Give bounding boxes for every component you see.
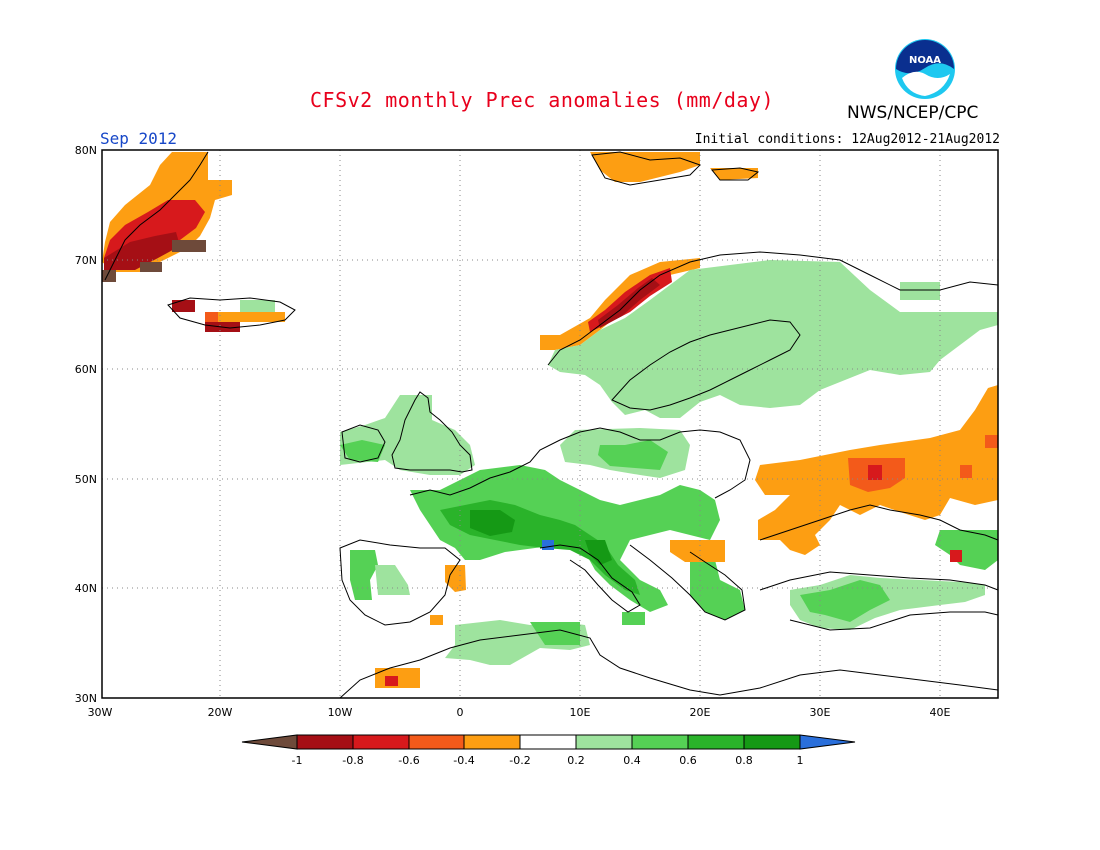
- legend-swatch: [687, 734, 745, 750]
- legend-tick-label: 0.4: [623, 754, 641, 767]
- color-legend: [241, 734, 856, 750]
- lat-label: 60N: [75, 363, 97, 376]
- map-title: CFSv2 monthly Prec anomalies (mm/day): [310, 88, 775, 112]
- lon-label: 20E: [690, 706, 711, 719]
- lat-label: 40N: [75, 582, 97, 595]
- organization-label: NWS/NCEP/CPC: [847, 103, 979, 123]
- legend-swatch: [631, 734, 689, 750]
- legend-tick-label: 1: [797, 754, 804, 767]
- anomaly-patch-russia-darkred: [868, 465, 882, 480]
- lat-label: 30N: [75, 692, 97, 705]
- anomaly-patch-iberia-dry-2: [430, 615, 443, 625]
- anomaly-patch-iceland-darkred: [172, 300, 195, 312]
- anomaly-patches: [102, 152, 998, 688]
- anomaly-patch-iberia-wet: [350, 550, 378, 600]
- legend-tick-label: -0.2: [509, 754, 530, 767]
- anomaly-patch-svalbard: [590, 152, 700, 182]
- legend-tick-label: -0.4: [453, 754, 474, 767]
- anomaly-patch-iceland-red: [205, 312, 218, 322]
- legend-ticks: -1 -0.8 -0.6 -0.4 -0.2 0.2 0.4 0.6 0.8 1: [292, 754, 804, 767]
- anomaly-patch-scandinavia-wet: [548, 260, 998, 418]
- lat-label: 70N: [75, 254, 97, 267]
- anomaly-patch-caucasus-wet: [935, 530, 998, 570]
- anomaly-patch-iberia-light: [375, 565, 410, 595]
- anomaly-patch-italy-south: [622, 612, 645, 625]
- lon-label: 20W: [208, 706, 233, 719]
- anomaly-patch-italy-strongest: [585, 540, 612, 565]
- longitude-labels: 30W 20W 10W 0 10E 20E 30E 40E: [88, 706, 951, 719]
- anomaly-patch-alps-blue: [542, 540, 554, 550]
- anomaly-patch-turkey-green: [800, 580, 890, 622]
- anomaly-patch-iceland-orange: [205, 312, 285, 322]
- anomaly-patch-svalbard-east: [710, 168, 758, 180]
- legend-tick-label: -0.6: [398, 754, 419, 767]
- anomaly-patch-tunisia-wet: [530, 622, 580, 645]
- forecast-month-label: Sep 2012: [100, 129, 178, 148]
- legend-swatch: [352, 734, 410, 750]
- legend-swatch: [575, 734, 633, 750]
- anomaly-patch-greenland-brown: [172, 240, 206, 252]
- legend-tick-label: -0.8: [342, 754, 363, 767]
- initial-conditions-label: Initial conditions: 12Aug2012-21Aug2012: [694, 132, 1000, 147]
- anomaly-patch-east-red: [985, 435, 998, 448]
- lon-label: 10W: [328, 706, 353, 719]
- legend-swatch: [408, 734, 465, 750]
- anomaly-patch-morocco-red: [385, 676, 398, 686]
- noaa-logo-text: NOAA: [909, 55, 941, 66]
- map-frame: [101, 149, 999, 699]
- legend-tick-label: 0.8: [735, 754, 753, 767]
- legend-arrow-high: [799, 734, 856, 750]
- coastlines: [104, 151, 999, 699]
- legend-arrow-low: [241, 734, 298, 750]
- anomaly-patch-germany-wet: [598, 440, 668, 470]
- legend-swatch: [463, 734, 521, 750]
- lon-label: 10E: [570, 706, 591, 719]
- anomaly-patch-alps-strongest: [470, 510, 515, 536]
- lon-label: 0: [457, 706, 464, 719]
- anomaly-patch-british-isles-wet: [340, 395, 475, 475]
- anomaly-patch-east-red-2: [960, 465, 972, 478]
- anomaly-patch-greenland-brown-2: [140, 262, 162, 272]
- anomaly-patch-ireland-wet: [340, 440, 385, 462]
- noaa-logo: NOAA: [895, 39, 955, 99]
- lon-label: 30E: [810, 706, 831, 719]
- anomaly-patch-iberia-dry: [445, 565, 466, 592]
- anomaly-patch-balkan-dry: [670, 540, 725, 562]
- anomaly-patch-caucasus-red: [950, 550, 962, 562]
- lon-label: 30W: [88, 706, 113, 719]
- anomaly-patch-balkans-wet: [690, 560, 745, 620]
- anomaly-patch-iceland-green: [240, 300, 275, 312]
- lat-label: 80N: [75, 144, 97, 157]
- legend-tick-label: 0.2: [567, 754, 585, 767]
- legend-swatch: [743, 734, 801, 750]
- latitude-labels: 80N 70N 60N 50N 40N 30N: [75, 144, 97, 705]
- lon-label: 40E: [930, 706, 951, 719]
- legend-tick-label: 0.6: [679, 754, 697, 767]
- lat-label: 50N: [75, 473, 97, 486]
- legend-tick-label: -1: [292, 754, 303, 767]
- anomaly-patch-barents-wet: [900, 282, 940, 300]
- legend-swatch: [296, 734, 354, 750]
- legend-swatch: [519, 734, 577, 750]
